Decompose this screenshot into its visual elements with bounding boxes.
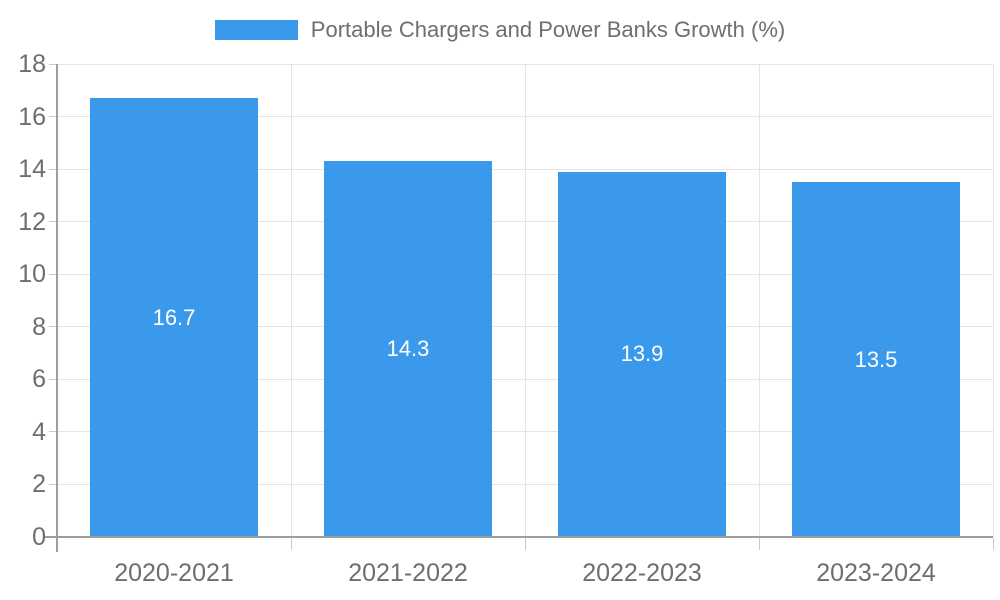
- bar-value-label: 13.9: [620, 341, 664, 367]
- y-axis-tick-label: 6: [32, 365, 46, 394]
- y-axis-tick: [49, 431, 57, 433]
- bar-value-label: 14.3: [386, 336, 430, 362]
- y-axis-tick: [49, 483, 57, 485]
- y-axis-tick: [49, 63, 57, 65]
- gridline-vertical: [290, 64, 292, 537]
- y-axis-tick-label: 16: [18, 102, 46, 131]
- bar: [324, 161, 492, 537]
- bar-value-label: 13.5: [854, 346, 898, 372]
- x-axis-tick-label: 2022-2023: [582, 559, 702, 587]
- y-axis-tick-label: 12: [18, 207, 46, 236]
- y-axis-tick-label: 2: [32, 470, 46, 499]
- gridline-vertical: [758, 64, 760, 537]
- y-axis-tick: [49, 168, 57, 170]
- x-axis-line: [45, 536, 993, 538]
- chart-legend: Portable Chargers and Power Banks Growth…: [0, 17, 1000, 43]
- y-axis-tick: [49, 273, 57, 275]
- x-axis-tick-label: 2023-2024: [816, 559, 936, 587]
- y-axis-tick: [49, 378, 57, 380]
- bar: [90, 98, 258, 537]
- x-axis-tick-label: 2021-2022: [348, 559, 468, 587]
- gridline-vertical: [524, 64, 526, 537]
- y-axis-tick: [49, 116, 57, 118]
- y-axis-tick: [49, 326, 57, 328]
- x-axis-tick: [290, 538, 292, 550]
- y-axis-tick-label: 4: [32, 417, 46, 446]
- bar: [792, 182, 960, 537]
- legend-swatch: [214, 20, 298, 40]
- gridline-vertical: [992, 64, 994, 537]
- y-axis-tick-label: 0: [32, 523, 46, 551]
- bar: [558, 171, 726, 537]
- y-axis-tick-label: 18: [18, 50, 46, 78]
- bar-value-label: 16.7: [152, 304, 196, 330]
- legend-label: Portable Chargers and Power Banks Growth…: [310, 17, 786, 42]
- x-axis-tick-label: 2020-2021: [114, 559, 234, 587]
- y-axis-tick-label: 8: [32, 312, 46, 341]
- y-axis-line: [56, 64, 58, 552]
- x-axis-tick: [758, 538, 760, 550]
- x-axis-tick: [992, 538, 994, 550]
- x-axis-tick: [524, 538, 526, 550]
- y-axis-tick-label: 10: [18, 260, 46, 289]
- y-axis-tick-label: 14: [18, 155, 46, 184]
- y-axis-tick: [49, 221, 57, 223]
